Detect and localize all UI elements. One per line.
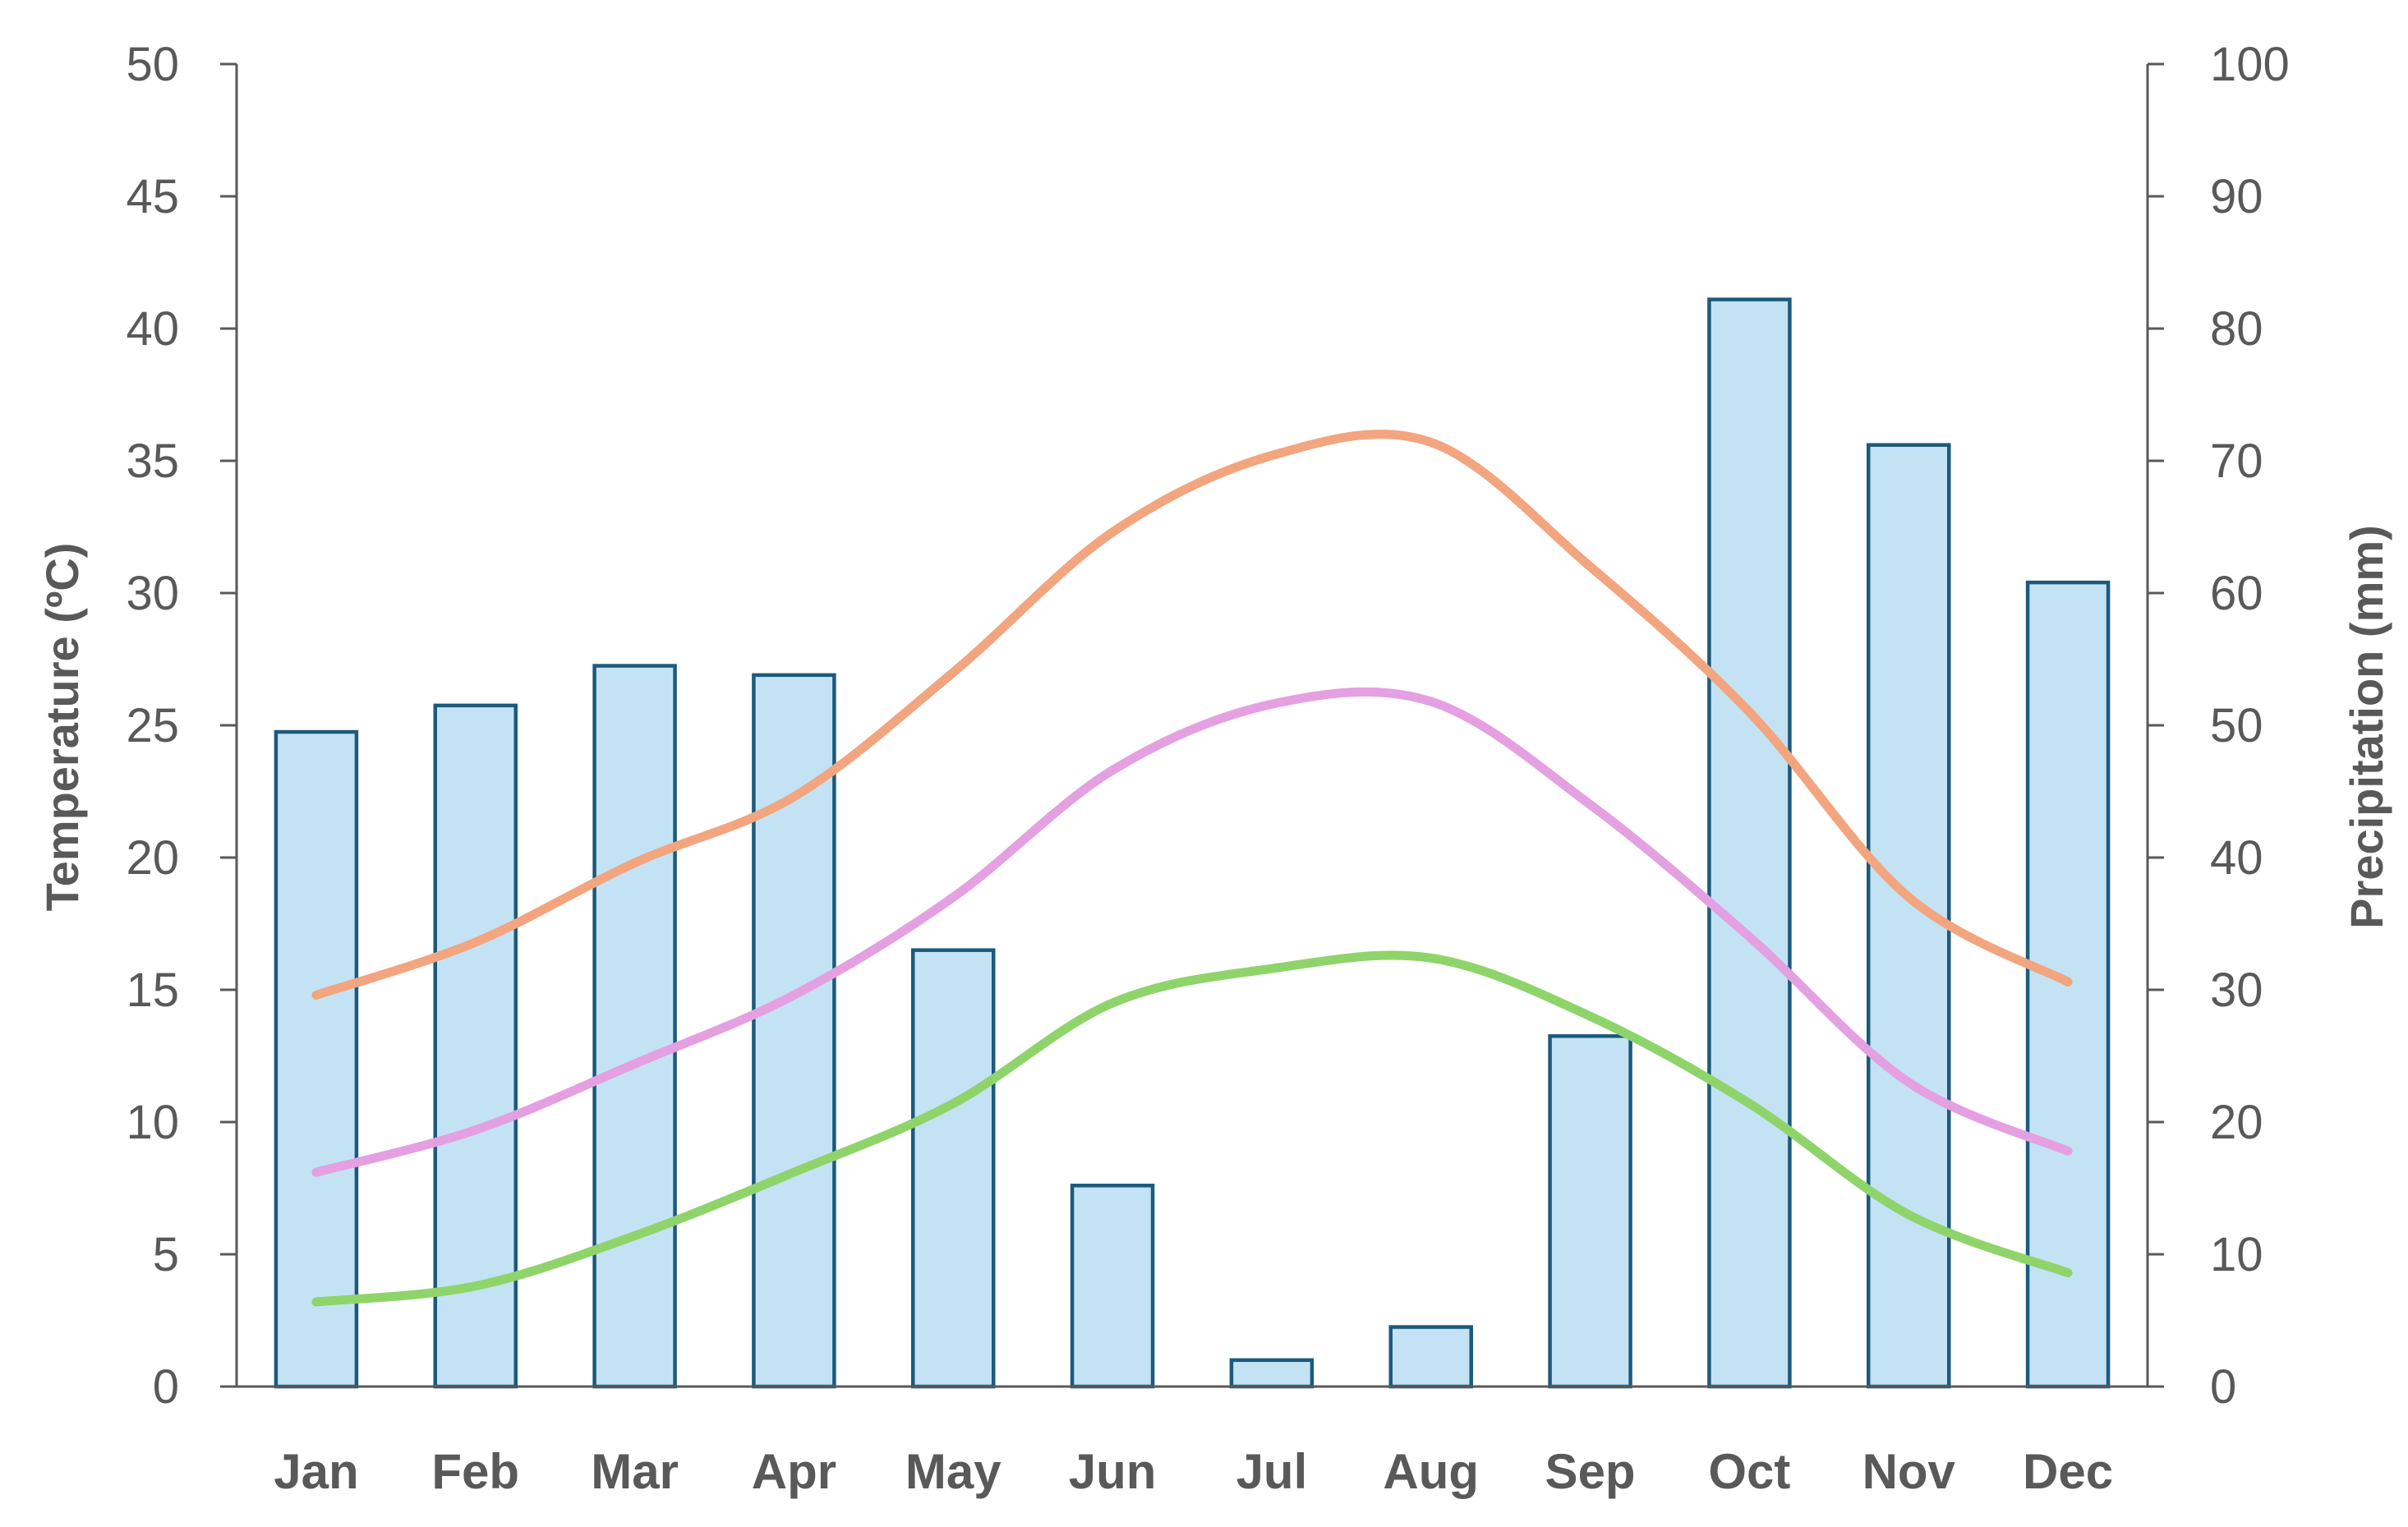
left-tick-label: 45 [126,170,179,223]
right-tick-label: 100 [2210,38,2290,91]
right-tick-label: 50 [2210,699,2263,752]
category-label-sep: Sep [1545,1444,1636,1499]
category-label-mar: Mar [591,1444,679,1499]
right-tick-label: 40 [2210,831,2263,885]
mean-temperature-line [311,687,2073,1177]
left-tick-label: 10 [126,1096,179,1149]
precipitation-bars [274,297,2111,1389]
precipitation-bar-oct [1707,297,1792,1389]
left-tick-label: 25 [126,699,179,752]
temperature-lines [311,430,2073,1307]
min-temperature-line [311,950,2073,1307]
precipitation-bar-may [911,948,996,1389]
category-label-aug: Aug [1383,1444,1479,1499]
category-label-feb: Feb [431,1444,519,1499]
left-tick-label: 15 [126,964,179,1017]
right-tick-label: 20 [2210,1096,2263,1149]
category-label-may: May [905,1444,1001,1499]
left-tick-label: 20 [126,831,179,885]
left-tick-label: 40 [126,302,179,356]
category-label-nov: Nov [1862,1444,1956,1499]
precipitation-bar-jul [1229,1358,1315,1389]
left-tick-label: 30 [126,567,179,620]
category-label-apr: Apr [752,1444,836,1499]
left-tick-label: 0 [153,1360,179,1414]
category-label-jan: Jan [274,1444,358,1499]
category-label-oct: Oct [1708,1444,1790,1499]
precipitation-bar-sep [1548,1034,1632,1389]
precipitation-bar-feb [433,703,518,1389]
axes [220,62,2164,1388]
left-tick-label: 5 [153,1228,179,1281]
right-tick-label: 60 [2210,567,2263,620]
category-label-jun: Jun [1069,1444,1157,1499]
precipitation-bar-jun [1070,1184,1155,1389]
precipitation-bar-jan [274,729,359,1389]
right-tick-label: 30 [2210,964,2263,1017]
max-temperature-line [311,430,2073,1000]
left-axis-title: Temperature (ºC) [36,543,88,912]
right-tick-label: 10 [2210,1228,2263,1281]
right-axis-title: Precipitation (mm) [2341,525,2392,929]
right-tick-label: 70 [2210,435,2263,488]
axis-labels: 0 5 10 15 20 25 30 35 40 45 50 0 10 20 30 40 50 60 70 80 90 1… [126,38,2289,1499]
right-tick-label: 0 [2210,1360,2236,1414]
right-tick-label: 90 [2210,170,2263,223]
left-tick-label: 35 [126,435,179,488]
left-tick-label: 50 [126,38,179,91]
category-label-jul: Jul [1236,1444,1308,1499]
right-tick-label: 80 [2210,302,2263,356]
category-label-dec: Dec [2023,1444,2113,1499]
precipitation-bar-mar [592,664,677,1389]
precipitation-bar-aug [1388,1325,1473,1389]
